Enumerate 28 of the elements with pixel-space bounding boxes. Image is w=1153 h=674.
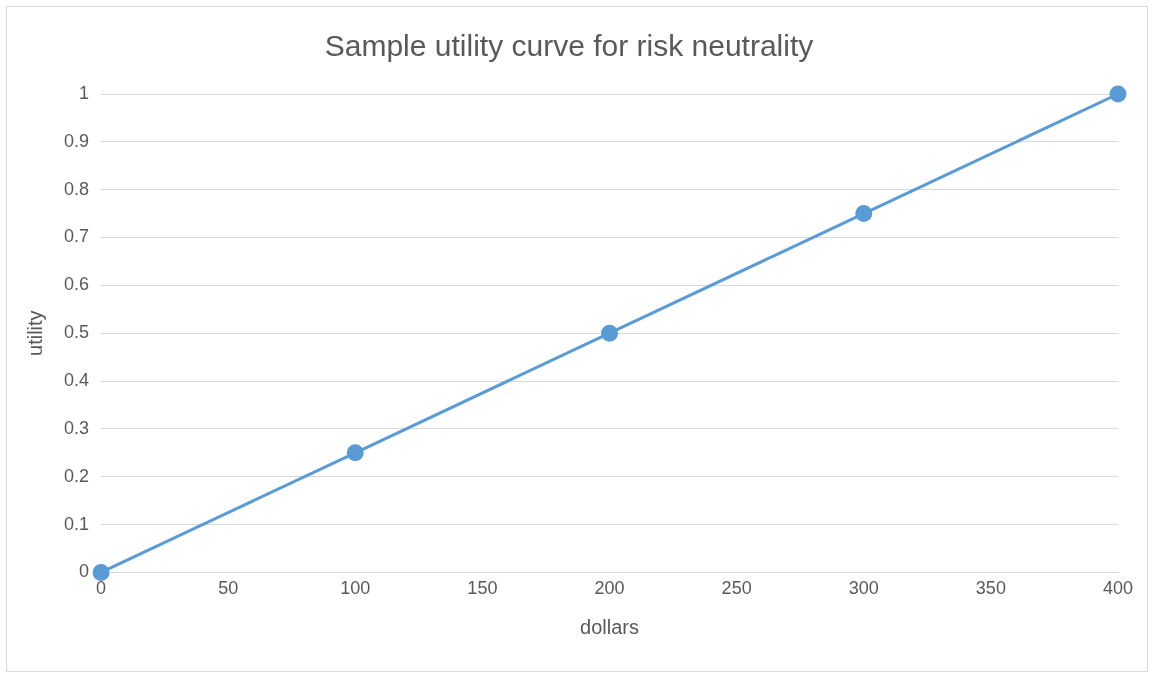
x-tick-label: 100 [340, 578, 371, 599]
x-tick-label: 250 [721, 578, 752, 599]
y-tick-label: 1 [79, 82, 90, 103]
point [1109, 85, 1127, 103]
point [855, 205, 873, 223]
y-tick-label: 0.8 [63, 178, 90, 199]
y-tick-label: 0.1 [63, 513, 90, 534]
x-tick-label: 50 [218, 578, 239, 599]
point [346, 444, 364, 462]
y-tick-label: 0 [79, 561, 90, 582]
x-tick-label: 200 [594, 578, 625, 599]
y-axis-title: utility [23, 310, 46, 356]
x-tick-label: 150 [467, 578, 498, 599]
y-tick-label: 0.6 [63, 274, 90, 295]
y-tick-label: 0.5 [63, 322, 90, 343]
y-tick-label: 0.2 [63, 465, 90, 486]
y-tick-label: 0.9 [63, 130, 90, 151]
point [601, 324, 619, 342]
y-tick-label: 0.7 [63, 226, 90, 247]
chart-title: Sample utility curve for risk neutrality [324, 29, 814, 63]
x-tick-label: 0 [96, 578, 107, 599]
x-tick-label: 300 [848, 578, 879, 599]
y-tick-label: 0.4 [63, 370, 90, 391]
x-axis-title: dollars [580, 615, 639, 638]
x-tick-label: 400 [1102, 578, 1134, 599]
x-tick-label: 350 [975, 578, 1006, 599]
point [92, 563, 110, 581]
y-tick-label: 0.3 [63, 417, 90, 438]
